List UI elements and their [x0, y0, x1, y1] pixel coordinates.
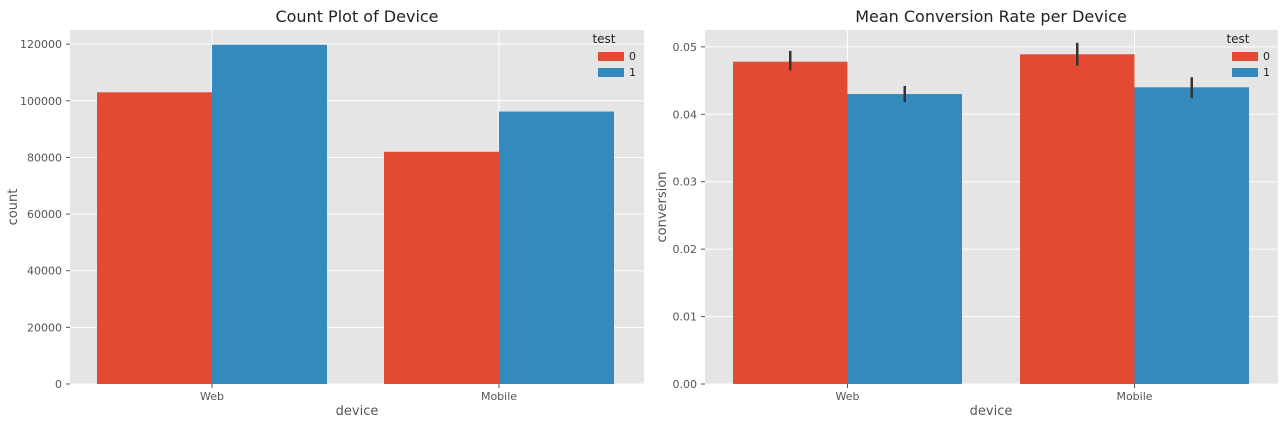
count-plot-chart: 0 20000 40000 60000 80000 100000 120000 Web Mob…	[6, 7, 644, 419]
y-axis-label-conversion: conversion	[655, 172, 670, 243]
bar-mobile-test-0	[384, 151, 499, 384]
legend-title-count: test	[592, 32, 615, 46]
x-tick-label: Web	[836, 390, 860, 403]
y-tick-label: 100000	[20, 95, 62, 108]
x-axis-label-count: device	[336, 404, 379, 419]
legend-swatch-1	[598, 68, 624, 77]
y-tick-label: 80000	[27, 151, 62, 164]
chart-title-conversion: Mean Conversion Rate per Device	[855, 7, 1127, 26]
y-tick-label: 120000	[20, 38, 62, 51]
y-tick-label: 40000	[27, 265, 62, 278]
y-axis-label-count: count	[6, 189, 21, 226]
y-tick-label: 0.02	[673, 243, 698, 256]
y-tick-label: 0.03	[673, 176, 698, 189]
y-tick-label: 0.00	[673, 378, 698, 391]
legend-label-1: 1	[1263, 66, 1270, 79]
chart-title-count: Count Plot of Device	[275, 7, 438, 26]
bar-web-test-0	[733, 61, 848, 384]
legend-conversion: test 0 1	[1226, 32, 1270, 79]
bar-mobile-test-1	[499, 111, 614, 385]
y-tick-label: 0.05	[673, 41, 698, 54]
y-tick-label: 20000	[27, 321, 62, 334]
legend-swatch-1	[1232, 68, 1258, 77]
legend-title-conversion: test	[1226, 32, 1249, 46]
bar-mobile-test-0	[1020, 54, 1135, 384]
x-tick-label: Mobile	[1116, 390, 1152, 403]
legend-swatch-0	[598, 52, 624, 61]
bar-web-test-0	[97, 92, 212, 384]
bar-web-test-1	[847, 94, 962, 385]
conversion-rate-chart: 0.00 0.01 0.02 0.03 0.04 0.05 Web Mobile Mean …	[655, 7, 1278, 419]
legend-count: test 0 1	[592, 32, 636, 79]
y-tick-label: 0.04	[673, 108, 698, 121]
legend-label-1: 1	[629, 66, 636, 79]
bar-web-test-1	[212, 44, 327, 384]
bar-mobile-test-1	[1134, 87, 1249, 385]
legend-label-0: 0	[629, 50, 636, 63]
y-tick-label: 60000	[27, 208, 62, 221]
y-tick-label: 0.01	[673, 311, 698, 324]
legend-label-0: 0	[1263, 50, 1270, 63]
x-tick-label: Mobile	[481, 390, 517, 403]
x-tick-label: Web	[200, 390, 224, 403]
legend-swatch-0	[1232, 52, 1258, 61]
x-axis-label-conversion: device	[970, 404, 1013, 419]
y-tick-label: 0	[55, 378, 62, 391]
